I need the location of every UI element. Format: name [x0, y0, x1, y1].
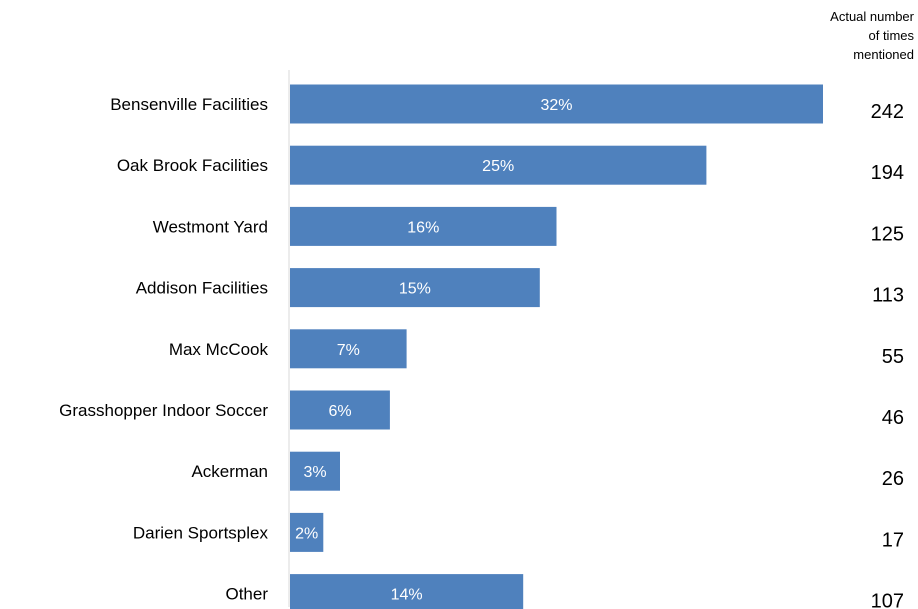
count-label: 46 — [882, 407, 904, 429]
bar — [290, 329, 407, 369]
count-label: 17 — [882, 529, 904, 551]
counts-header-line: Actual number — [830, 9, 914, 24]
count-label: 113 — [872, 285, 904, 307]
counts-header: Actual number of times mentioned — [830, 9, 914, 62]
bar-value-label: 25% — [482, 158, 514, 175]
count-label: 242 — [871, 101, 904, 123]
category-label: Darien Sportsplex — [133, 523, 269, 542]
counts-header-line: mentioned — [853, 47, 914, 62]
count-label: 125 — [871, 223, 904, 245]
bar-value-label: 14% — [391, 587, 423, 604]
bar — [290, 574, 524, 609]
count-label: 194 — [871, 162, 904, 184]
bar-value-label: 7% — [337, 342, 360, 359]
bar-value-label: 3% — [303, 464, 326, 481]
bar — [290, 206, 557, 246]
count-label: 107 — [871, 591, 904, 609]
bar — [290, 84, 823, 124]
bar-value-label: 2% — [295, 525, 318, 542]
bar-value-label: 6% — [328, 403, 351, 420]
category-label: Addison Facilities — [136, 279, 268, 298]
bar-value-label: 15% — [399, 281, 431, 298]
bar — [290, 512, 324, 552]
bar-value-label: 32% — [540, 97, 572, 114]
bar — [290, 451, 340, 491]
category-label: Westmont Yard — [153, 217, 268, 236]
category-label: Ackerman — [191, 462, 268, 481]
counts-header-line: of times — [868, 28, 914, 43]
bar — [290, 145, 707, 185]
category-label: Max McCook — [169, 340, 269, 359]
category-label: Bensenville Facilities — [110, 95, 268, 114]
count-label: 26 — [882, 468, 904, 490]
category-label: Oak Brook Facilities — [117, 156, 268, 175]
bar-value-label: 16% — [407, 219, 439, 236]
category-label: Other — [225, 585, 268, 604]
bars-group: Bensenville Facilities 32% 242 Oak Brook Fa… — [59, 84, 904, 609]
count-label: 55 — [882, 346, 904, 368]
bar — [290, 268, 540, 308]
category-label: Grasshopper Indoor Soccer — [59, 401, 268, 420]
bar — [290, 390, 390, 430]
